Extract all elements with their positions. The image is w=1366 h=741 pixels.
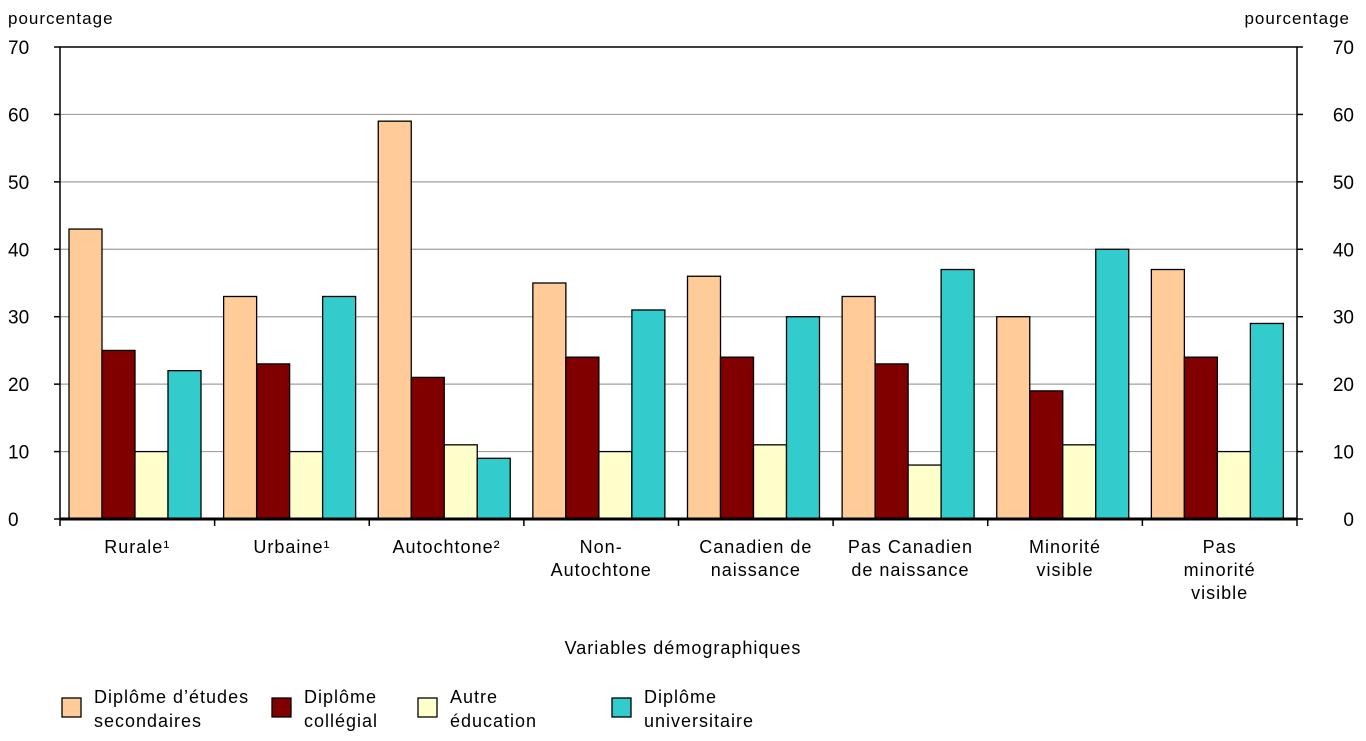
bar-series-4-cat-1 xyxy=(167,370,202,520)
legend-swatch-2 xyxy=(271,697,292,718)
y-tick-label-left: 20 xyxy=(8,375,29,396)
x-category-label: Canadien de xyxy=(699,537,812,557)
legend-label-2: collégial xyxy=(304,711,378,731)
bar-series-4-cat-4 xyxy=(631,309,666,520)
bar-series-2-cat-6 xyxy=(874,363,909,520)
bar-series-1-cat-7 xyxy=(996,316,1031,520)
x-category-label: visible xyxy=(1191,583,1248,603)
bar-series-1-cat-5 xyxy=(686,275,722,520)
bar-series-3-cat-1 xyxy=(134,450,169,520)
legend-label-3: Autre xyxy=(450,687,498,707)
bar-series-3-cat-8 xyxy=(1216,450,1252,520)
bar-series-2-cat-7 xyxy=(1029,390,1064,520)
x-category-label: visible xyxy=(1037,560,1094,580)
x-category-label: Autochtone² xyxy=(393,537,501,557)
legend-swatch-4 xyxy=(611,697,632,718)
y-tick-label-right: 20 xyxy=(1333,375,1354,396)
x-category-label: Pas Canadien xyxy=(848,537,973,557)
bars xyxy=(68,120,1285,520)
bar-series-3-cat-7 xyxy=(1062,444,1097,520)
legend: Diplôme d’étudessecondairesou moinsDiplô… xyxy=(61,687,754,741)
x-category-label: de naissance xyxy=(851,560,969,580)
y-axis-unit-right: pourcentage xyxy=(1244,9,1350,28)
y-tick-label-right: 60 xyxy=(1333,105,1354,126)
bar-series-2-cat-8 xyxy=(1183,356,1219,520)
x-category-label: naissance xyxy=(711,560,801,580)
y-tick-label-left: 40 xyxy=(8,240,29,261)
legend-label-4: Diplôme xyxy=(644,687,717,707)
y-tick-label-right: 50 xyxy=(1333,173,1354,194)
x-category-label: Non- xyxy=(580,537,623,557)
bar-series-2-cat-3 xyxy=(410,376,445,520)
y-tick-label-left: 30 xyxy=(8,308,29,329)
bar-series-4-cat-5 xyxy=(785,316,821,520)
bar-series-3-cat-2 xyxy=(288,450,324,520)
bar-series-4-cat-7 xyxy=(1095,248,1130,520)
legend-swatch-1 xyxy=(61,697,82,718)
x-category-label: Autochtone xyxy=(551,560,652,580)
bar-series-1-cat-6 xyxy=(841,295,876,520)
bar-series-3-cat-4 xyxy=(598,450,633,520)
x-category-label: minorité xyxy=(1184,560,1256,580)
x-category-label: Rurale¹ xyxy=(104,537,170,557)
bar-series-4-cat-6 xyxy=(940,268,975,520)
legend-label-2: Diplôme xyxy=(304,687,377,707)
bar-series-1-cat-2 xyxy=(222,295,258,520)
legend-label-3: éducation xyxy=(450,711,537,731)
bar-series-3-cat-5 xyxy=(752,444,788,520)
x-category-label: Minorité xyxy=(1029,537,1101,557)
y-tick-label-right: 40 xyxy=(1333,240,1354,261)
y-tick-label-right: 30 xyxy=(1333,308,1354,329)
y-tick-label-right: 0 xyxy=(1343,510,1354,531)
legend-label-4: universitaire xyxy=(644,711,754,731)
bar-series-2-cat-5 xyxy=(719,356,755,520)
bar-series-1-cat-8 xyxy=(1150,268,1186,520)
y-tick-labels: 0 0 10 10 20 20 30 30 40 40 50 50 60 60 70 70 xyxy=(8,38,1354,531)
x-category-label: Pas xyxy=(1203,537,1237,557)
bar-series-1-cat-1 xyxy=(68,228,103,520)
bar-series-3-cat-6 xyxy=(907,464,942,520)
bar-series-3-cat-3 xyxy=(443,444,478,520)
y-tick-label-right: 10 xyxy=(1333,443,1354,464)
y-tick-label-right: 70 xyxy=(1333,38,1354,59)
x-category-labels: Rurale¹ Urbaine¹ Autochtone² Non- Autochtone… xyxy=(104,537,1256,603)
legend-swatch-3 xyxy=(417,697,438,718)
y-tick-label-left: 70 xyxy=(8,38,29,59)
bar-series-4-cat-3 xyxy=(476,457,511,520)
x-category-label: Urbaine¹ xyxy=(253,537,330,557)
y-tick-label-left: 0 xyxy=(8,510,19,531)
y-axis-unit-left: pourcentage xyxy=(8,9,114,28)
bar-series-4-cat-2 xyxy=(321,295,357,520)
bar-series-1-cat-4 xyxy=(532,282,567,520)
y-tick-label-left: 10 xyxy=(8,443,29,464)
y-tick-label-left: 60 xyxy=(8,105,29,126)
legend-label-1: secondaires xyxy=(94,711,202,731)
bar-series-2-cat-2 xyxy=(255,363,291,520)
bar-series-1-cat-3 xyxy=(377,120,412,520)
bar-series-4-cat-8 xyxy=(1249,322,1285,520)
axes xyxy=(54,46,1303,526)
legend-label-1: Diplôme d’études xyxy=(94,687,249,707)
bar-series-2-cat-4 xyxy=(565,356,600,520)
x-axis-title: Variables démographiques xyxy=(565,638,802,658)
bar-series-2-cat-1 xyxy=(101,349,136,520)
y-tick-label-left: 50 xyxy=(8,173,29,194)
